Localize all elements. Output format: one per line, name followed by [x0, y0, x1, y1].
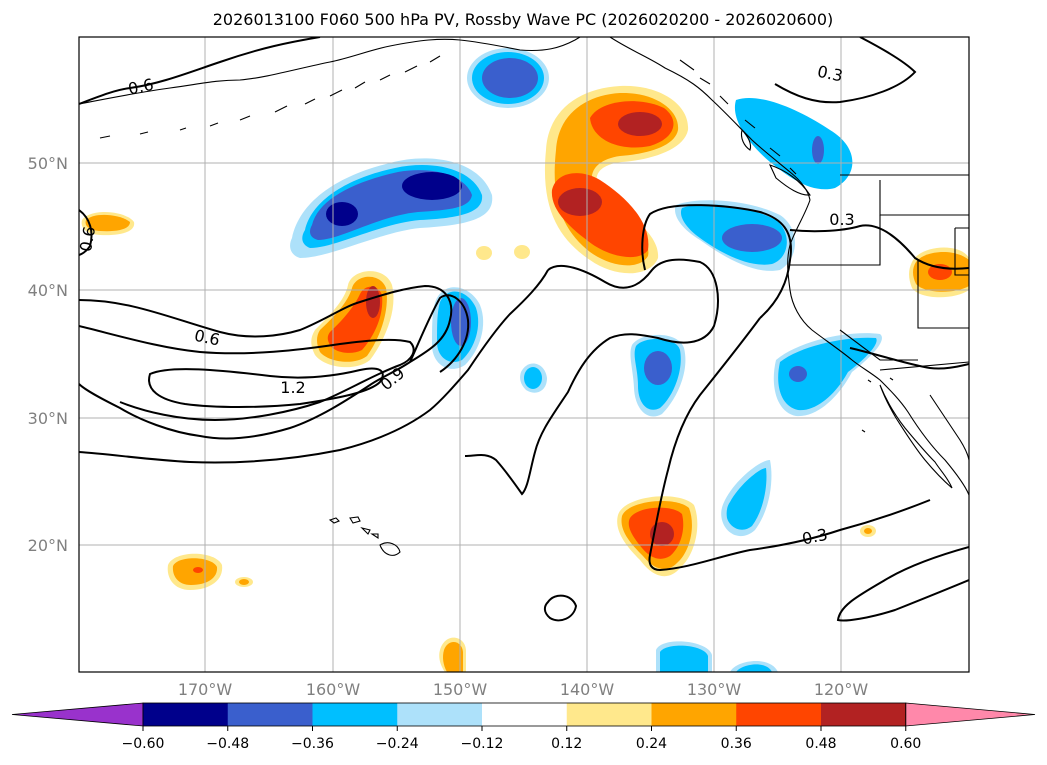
anomaly-positive-158w [311, 271, 394, 368]
lon-label: 160°W [306, 680, 361, 699]
lon-label: 130°W [687, 680, 742, 699]
anomaly-negative-socal [773, 333, 882, 417]
anomaly-positive-134w [617, 496, 698, 577]
colorbar-segment [821, 703, 907, 726]
graticule [79, 37, 969, 672]
figure-title: 2026013100 F060 500 hPa PV, Rossby Wave … [213, 10, 834, 29]
anomaly-negative-central-pacific [290, 158, 493, 258]
lon-label: 150°W [433, 680, 488, 699]
lat-label: 20°N [28, 536, 68, 555]
anomaly-negative-oregon [675, 200, 795, 271]
anomaly-tiny-1-core [239, 579, 249, 585]
colorbar-segment [312, 703, 398, 726]
contour-lines [79, 37, 969, 622]
lon-label: 140°W [560, 680, 615, 699]
anomaly-tiny-2 [476, 246, 492, 260]
lon-label: 170°W [178, 680, 233, 699]
colorbar-extend-low [11, 702, 144, 727]
colorbar-segment [227, 703, 313, 726]
contour-label-group: 0.6 0.6 0.6 1.2 0.9 0.3 0.3 0.3 [76, 62, 855, 549]
colorbar-tick-label: 0.24 [636, 736, 667, 752]
contour-label: 0.3 [829, 210, 854, 229]
colorbar-segment [143, 703, 229, 726]
colorbar-tick-label: 0.12 [551, 736, 582, 752]
anomaly-negative-small-145w [520, 363, 547, 393]
anomaly-negative-bc-coast [734, 98, 853, 190]
anomaly-negative-gulf-alaska [467, 48, 549, 108]
lat-label: 30°N [28, 409, 68, 428]
anomaly-tiny-4-core [864, 528, 872, 534]
anomaly-positive-170w-18n [167, 553, 223, 590]
colorbar-tick-label: −0.12 [461, 736, 504, 752]
contour-label: 1.2 [280, 378, 305, 397]
colorbar-tick-label: −0.48 [206, 736, 249, 752]
anomaly-positive-bottom-150w [439, 637, 466, 672]
anomaly-negative-133w [630, 334, 686, 417]
colorbar-tick-label: 0.48 [805, 736, 836, 752]
colorbar: −0.60 −0.48 −0.36 −0.24 −0.12 0.12 0.24 0.36 0.4… [11, 702, 1036, 752]
lon-label: 120°W [814, 680, 869, 699]
anomaly-negative-150w [432, 287, 484, 369]
contour-label: 0.3 [816, 62, 845, 86]
lat-label: 50°N [28, 154, 68, 173]
contour-label: 0.6 [76, 225, 99, 253]
colorbar-tick-label: 0.60 [890, 736, 921, 752]
anomaly-negative-bottom-2 [730, 661, 778, 672]
colorbar-tick-label: −0.24 [376, 736, 419, 752]
colorbar-tick-label: −0.36 [291, 736, 334, 752]
anomaly-tiny-3 [514, 245, 530, 259]
contour-label: 0.6 [193, 326, 222, 350]
anomaly-positive-hook [544, 85, 689, 274]
colorbar-segment [566, 703, 652, 726]
colorbar-segment [651, 703, 737, 726]
anomaly-positive-far-west [81, 211, 135, 236]
colorbar-tick-label: −0.60 [122, 736, 165, 752]
colorbar-tick-label: 0.36 [721, 736, 752, 752]
map-frame [78, 36, 970, 673]
map-content: 0.6 0.6 0.6 1.2 0.9 0.3 0.3 0.3 [76, 37, 969, 672]
anomaly-negative-bottom-1 [656, 641, 712, 672]
contour-label: 0.3 [800, 525, 829, 549]
colorbar-segment [736, 703, 822, 726]
contour-label: 0.6 [126, 75, 155, 99]
coastlines [79, 37, 969, 556]
colorbar-segment [482, 703, 568, 726]
colorbar-extend-high [905, 702, 1036, 727]
colorbar-outline [142, 702, 907, 727]
lat-label: 40°N [28, 281, 68, 300]
anomaly-negative-125w-22n [721, 460, 772, 537]
colorbar-segment [397, 703, 483, 726]
